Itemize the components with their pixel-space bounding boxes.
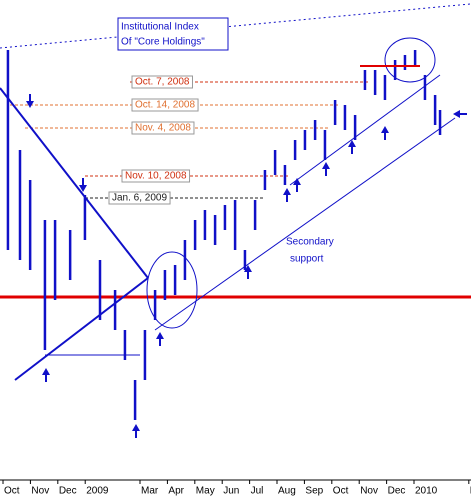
- left-arrow: [453, 110, 467, 118]
- x-tick-label: Apr: [168, 486, 184, 497]
- level-label-box: [131, 121, 195, 135]
- up-arrow: [244, 265, 252, 279]
- level-label-box: [108, 191, 171, 205]
- level-label-box: [121, 169, 191, 183]
- arrows: [26, 94, 467, 438]
- channel-lines: [45, 37, 456, 356]
- up-arrow: [348, 140, 356, 154]
- up-arrow: [132, 424, 140, 438]
- chart-title: Of "Core Holdings": [121, 37, 205, 48]
- up-arrow: [283, 188, 291, 202]
- highlight-circle: [384, 37, 436, 83]
- level-label: Oct. 7, 2008: [135, 77, 190, 88]
- level-label-box: [131, 98, 199, 112]
- down-trend-line: [0, 87, 149, 279]
- annotation: support: [290, 254, 324, 265]
- down-arrow: [79, 178, 87, 192]
- upper-trend-line: [0, 3, 471, 49]
- x-tick-label: 2009: [86, 486, 109, 497]
- x-tick-label: Jun: [223, 486, 239, 497]
- x-tick-label: Sep: [305, 486, 323, 497]
- trend-lines: [0, 87, 149, 381]
- x-tick-label: Nov: [31, 486, 49, 497]
- x-tick-label: Jul: [251, 486, 264, 497]
- x-tick-label: Oct: [4, 486, 20, 497]
- x-tick-label: Nov: [360, 486, 378, 497]
- chart-title: Institutional Index: [121, 22, 199, 33]
- down-arrow: [26, 94, 34, 108]
- level-label: Oct. 14, 2008: [135, 100, 195, 111]
- x-tick-label: 2010: [415, 486, 438, 497]
- level-label: Nov. 4, 2008: [135, 123, 191, 134]
- x-tick-label: Ma: [470, 486, 471, 497]
- x-tick-label: Dec: [388, 486, 406, 497]
- up-arrow: [381, 126, 389, 140]
- annotation: Secondary: [286, 237, 334, 248]
- up-arrow: [322, 162, 330, 176]
- up-arrow: [293, 178, 301, 192]
- primary-support-line: [289, 74, 441, 186]
- x-tick-label: Mar: [141, 486, 159, 497]
- level-label: Nov. 10, 2008: [125, 171, 187, 182]
- level-label: Jan. 6, 2009: [112, 193, 167, 204]
- up-trend-line: [14, 277, 149, 381]
- x-tick-label: Aug: [278, 486, 296, 497]
- up-arrow: [42, 368, 50, 382]
- x-tick-label: Dec: [59, 486, 77, 497]
- title-box: [117, 17, 229, 51]
- highlight-circle: [146, 251, 198, 329]
- up-arrow: [156, 332, 164, 346]
- x-tick-label: May: [196, 486, 215, 497]
- x-tick-label: Oct: [333, 486, 349, 497]
- level-label-box: [131, 75, 193, 89]
- secondary-support-line: [154, 117, 456, 331]
